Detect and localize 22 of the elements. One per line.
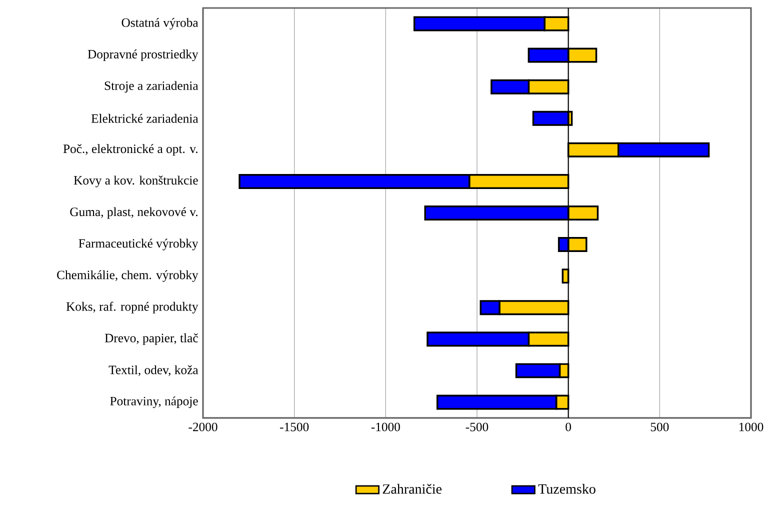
x-tick-label: -500 (466, 422, 488, 432)
x-tick-label: -2000 (188, 422, 218, 432)
x-tick-label: 1000 (739, 422, 764, 432)
y-tick-label: Guma, plast, nekovové v. (70, 207, 198, 219)
y-tick-label: Dopravné prostriedky (88, 50, 198, 62)
y-tick-label: Potraviny, nápoje (110, 396, 198, 408)
y-tick-label: Stroje a zariadenia (104, 81, 198, 93)
y-tick-label: Farmaceutické výrobky (78, 238, 198, 250)
y-tick-label: Drevo, papier, tlač (104, 333, 198, 345)
y-tick-label: Textil, odev, koža (108, 365, 198, 376)
x-tick-label: 0 (566, 422, 572, 432)
x-tick-label: -1500 (280, 422, 309, 432)
x-tick-label: -1000 (371, 422, 400, 432)
y-tick-label: Ostatná výroba (122, 18, 198, 30)
y-tick-label: Poč., elektronické a opt. v. (63, 144, 198, 156)
x-tick-label: 500 (650, 422, 669, 432)
y-tick-label: Elektrické zariadenia (91, 114, 198, 123)
y-tick-label: Koks, raf. ropné produkty (66, 302, 198, 314)
y-tick-label: Kovy a kov. konštrukcie (74, 176, 198, 188)
y-tick-label: Chemikálie, chem. výrobky (57, 270, 198, 282)
legend-label: Tuzemsko (538, 484, 596, 494)
legend-label: Zahraničie (382, 484, 442, 494)
